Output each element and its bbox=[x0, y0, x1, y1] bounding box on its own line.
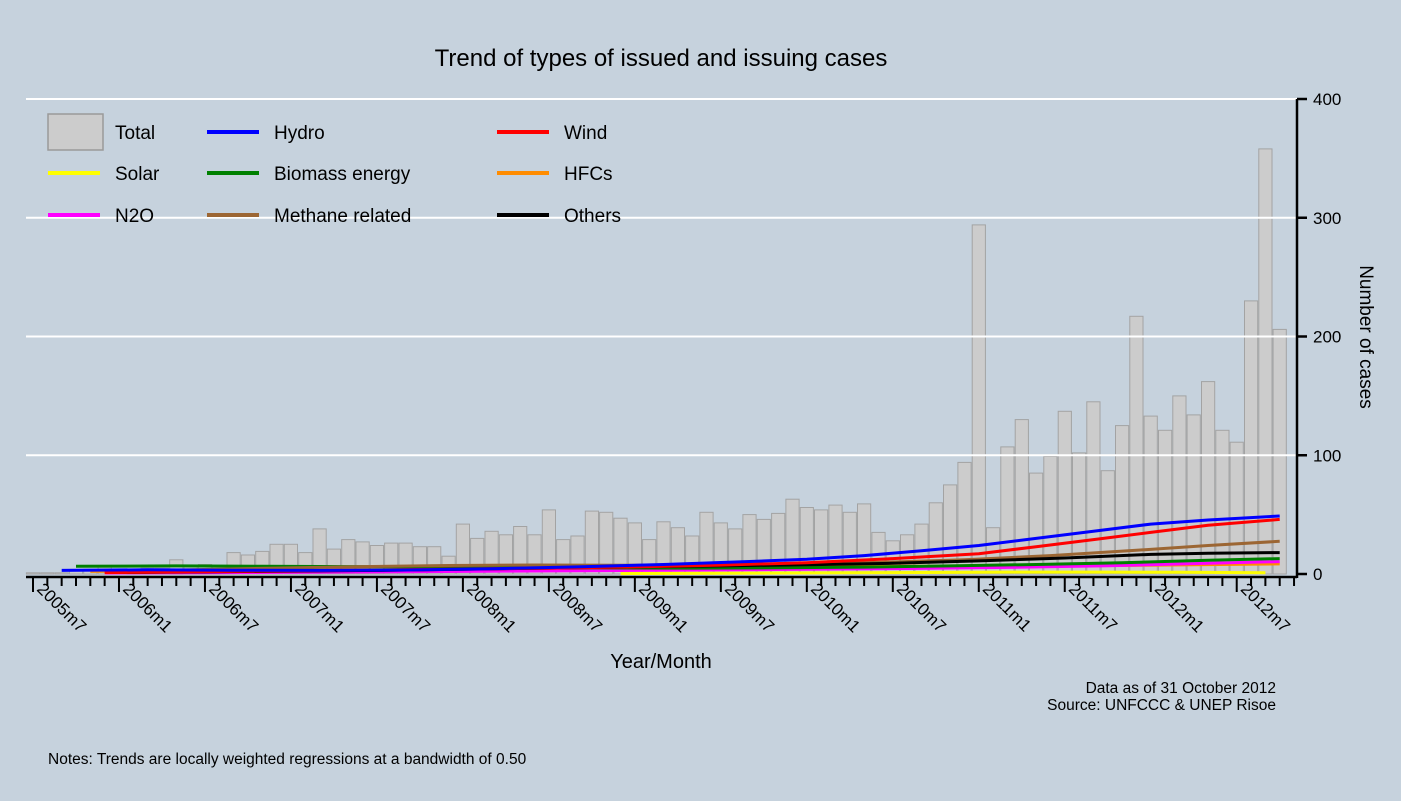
total-bar-2005m9 bbox=[54, 572, 69, 575]
bandwidth-note: Notes: Trends are locally weighted regre… bbox=[48, 751, 527, 768]
total-bar-2011m4 bbox=[1014, 419, 1029, 575]
x-tick-label-2007m7: 2007m7 bbox=[377, 579, 434, 636]
y-tick-label-0: 0 bbox=[1313, 565, 1322, 584]
legend-item-methane-related: Methane related bbox=[207, 206, 411, 227]
legend-item-hfcs: HFCs bbox=[497, 164, 613, 185]
source-note: Source: UNFCCC & UNEP Risoe bbox=[1047, 697, 1276, 714]
x-tick-label-2008m1: 2008m1 bbox=[463, 579, 520, 636]
legend-item-n2o: N2O bbox=[48, 206, 154, 227]
legend-label-others: Others bbox=[564, 206, 621, 227]
total-bar-2008m10 bbox=[584, 510, 599, 575]
total-bar-2011m10 bbox=[1100, 470, 1115, 575]
total-bar-2010m11 bbox=[943, 484, 958, 575]
data-as-of-note: Data as of 31 October 2012 bbox=[1086, 680, 1276, 697]
total-bars-group bbox=[25, 148, 1287, 575]
legend: Total Hydro Wind Solar Biomass energy HFCs N2O… bbox=[47, 113, 621, 227]
x-tick-label-2005m7: 2005m7 bbox=[33, 579, 90, 636]
x-tick-label-2009m1: 2009m1 bbox=[635, 579, 692, 636]
total-bar-2012m8 bbox=[1244, 300, 1259, 575]
total-bar-2012m9 bbox=[1258, 148, 1273, 575]
total-bar-2007m3 bbox=[312, 528, 327, 575]
total-bar-2011m9 bbox=[1086, 401, 1101, 575]
y-axis-title: Number of cases bbox=[1355, 265, 1376, 409]
total-bar-2008m12 bbox=[613, 517, 628, 575]
total-bar-2011m5 bbox=[1029, 472, 1044, 575]
x-tick-label-2012m7: 2012m7 bbox=[1237, 579, 1294, 636]
y-tick-label-400: 400 bbox=[1313, 90, 1341, 109]
total-bar-2010m12 bbox=[957, 461, 972, 575]
total-bar-2008m1 bbox=[455, 523, 470, 575]
trend-lines-group bbox=[61, 514, 1280, 576]
x-tick-label-2010m7: 2010m7 bbox=[893, 579, 950, 636]
x-axis-title: Year/Month bbox=[610, 651, 712, 673]
total-bar-2011m7 bbox=[1057, 410, 1072, 575]
x-tick-label-2011m7: 2011m7 bbox=[1065, 579, 1121, 635]
total-bar-2012m2 bbox=[1158, 429, 1173, 575]
trend-line-solar bbox=[620, 570, 1266, 576]
legend-label-wind: Wind bbox=[564, 123, 607, 144]
legend-label-hfcs: HFCs bbox=[564, 164, 613, 185]
x-tick-label-2009m7: 2009m7 bbox=[721, 579, 778, 636]
trend-line-hydro bbox=[61, 514, 1280, 572]
legend-label-total: Total bbox=[115, 123, 155, 144]
x-tick-label-2012m1: 2012m1 bbox=[1151, 579, 1208, 636]
legend-label-hydro: Hydro bbox=[274, 123, 325, 144]
total-bar-2011m8 bbox=[1072, 452, 1087, 575]
legend-item-solar: Solar bbox=[48, 164, 160, 185]
legend-item-biomass-energy: Biomass energy bbox=[207, 164, 411, 185]
legend-item-others: Others bbox=[497, 206, 621, 227]
legend-item-total: Total bbox=[47, 113, 155, 151]
legend-label-biomass: Biomass energy bbox=[274, 164, 411, 185]
legend-item-wind: Wind bbox=[497, 123, 607, 144]
legend-label-n2o: N2O bbox=[115, 206, 154, 227]
total-bar-2008m7 bbox=[541, 509, 556, 575]
y-tick-label-200: 200 bbox=[1313, 328, 1341, 347]
total-bar-2008m11 bbox=[599, 511, 614, 575]
total-bar-2008m3 bbox=[484, 530, 499, 575]
legend-item-hydro: Hydro bbox=[207, 123, 325, 144]
x-tick-label-2006m1: 2006m1 bbox=[119, 579, 176, 636]
total-bar-2008m5 bbox=[513, 526, 528, 575]
total-bar-2012m4 bbox=[1186, 414, 1201, 575]
legend-label-methane: Methane related bbox=[274, 206, 411, 227]
x-tick-label-2008m7: 2008m7 bbox=[549, 579, 606, 636]
total-bar-2011m12 bbox=[1129, 315, 1144, 575]
legend-swatch-box-total bbox=[47, 113, 104, 151]
total-bar-2005m7 bbox=[25, 572, 41, 575]
y-tick-label-300: 300 bbox=[1313, 209, 1341, 228]
y-tick-label-100: 100 bbox=[1313, 446, 1341, 465]
legend-label-solar: Solar bbox=[115, 164, 160, 185]
total-bar-2012m10 bbox=[1272, 328, 1287, 575]
x-tick-label-2006m7: 2006m7 bbox=[205, 579, 262, 636]
chart-title: Trend of types of issued and issuing cas… bbox=[435, 45, 888, 72]
x-tick-label-2007m1: 2007m1 bbox=[291, 579, 348, 636]
x-tick-label-2011m1: 2011m1 bbox=[979, 579, 1035, 635]
gridlines-group bbox=[26, 98, 1297, 457]
total-bar-2005m8 bbox=[40, 572, 55, 575]
x-tick-label-2010m1: 2010m1 bbox=[807, 579, 864, 636]
total-bar-2011m1 bbox=[971, 224, 986, 575]
total-bar-2011m3 bbox=[1000, 446, 1015, 575]
